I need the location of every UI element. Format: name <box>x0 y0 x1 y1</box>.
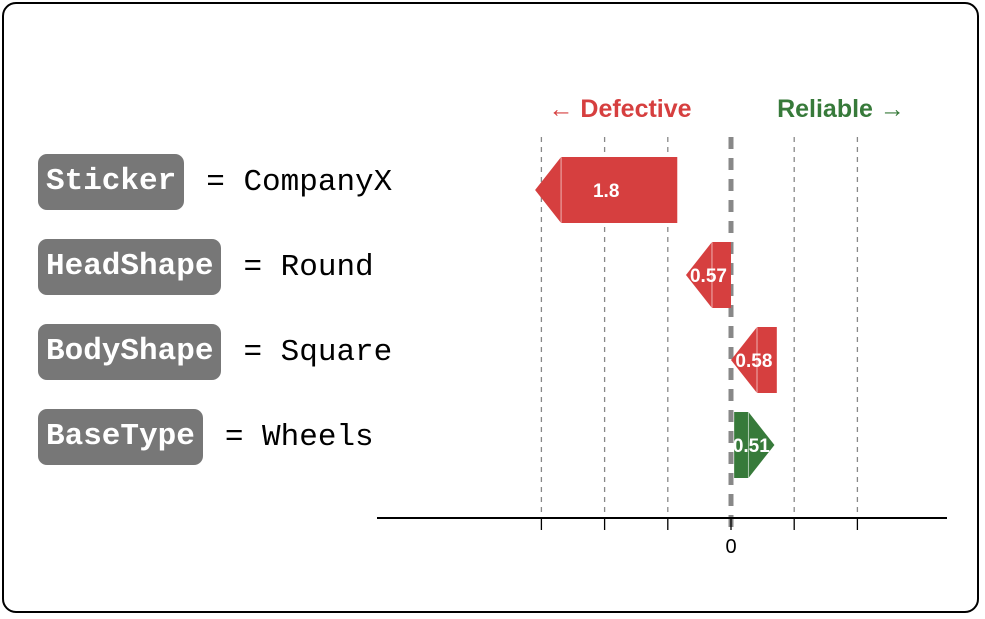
contribution-bar <box>685 242 731 308</box>
chart-frame <box>2 2 979 613</box>
feature-value-text: = Wheels <box>224 419 374 455</box>
defective-direction-label: ← Defective <box>548 95 691 123</box>
bar-value-label: 0.57 <box>690 266 727 287</box>
feature-row: BaseType = Wheels <box>38 408 374 466</box>
feature-name-badge: BodyShape <box>38 324 222 380</box>
bar-value-label: 1.8 <box>593 181 619 202</box>
feature-value-text: = Square <box>243 334 393 370</box>
bar-value-label: 0.51 <box>733 436 770 457</box>
bar-value-label: 0.58 <box>735 351 772 372</box>
feature-row: BodyShape = Square <box>38 323 392 381</box>
feature-name-badge: HeadShape <box>38 239 222 295</box>
contribution-bar <box>731 327 777 393</box>
reliable-direction-label: Reliable → <box>777 95 905 123</box>
feature-value-text: = Round <box>243 249 374 285</box>
feature-name-badge: BaseType <box>38 409 203 465</box>
feature-row: HeadShape = Round <box>38 238 374 296</box>
x-tick-label: 0 <box>725 536 736 558</box>
contribution-bar <box>535 157 678 223</box>
contribution-bar <box>734 412 775 478</box>
feature-row: Sticker = CompanyX <box>38 153 392 211</box>
feature-name-badge: Sticker <box>38 154 185 210</box>
feature-value-text: = CompanyX <box>206 164 393 200</box>
